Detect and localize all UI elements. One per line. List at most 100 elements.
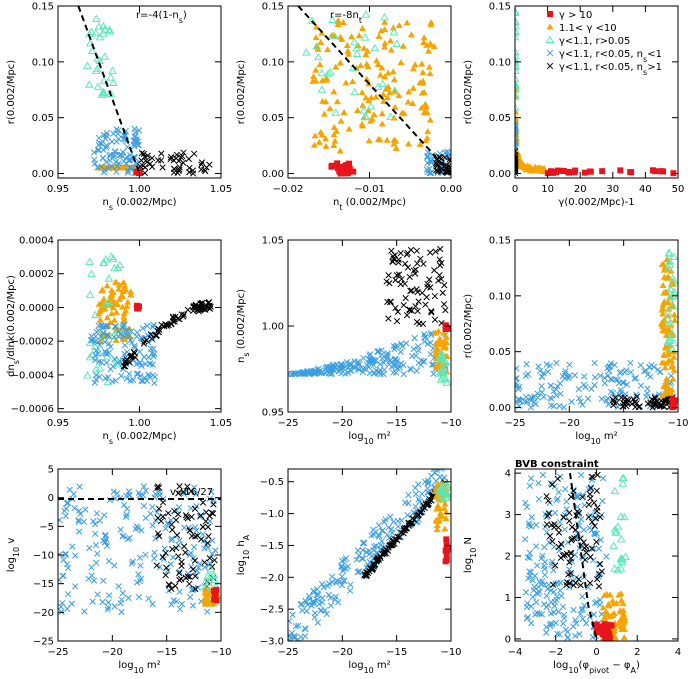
orange-triangle-point bbox=[660, 298, 668, 305]
blue-x-point bbox=[305, 368, 312, 375]
blue-x-point bbox=[571, 372, 579, 379]
black-x-point bbox=[398, 529, 405, 536]
blue-x-point bbox=[164, 519, 171, 527]
blue-x-point bbox=[119, 590, 126, 597]
blue-x-point bbox=[135, 525, 142, 532]
black-x-point bbox=[545, 510, 553, 517]
blue-x-point bbox=[346, 587, 354, 594]
black-x-point bbox=[543, 493, 550, 500]
black-x-point bbox=[413, 512, 421, 520]
black-x-point bbox=[386, 280, 393, 287]
blue-x-point bbox=[526, 554, 533, 562]
orange-triangle-point bbox=[319, 97, 327, 104]
blue-x-point bbox=[436, 469, 444, 472]
blue-x-point bbox=[539, 471, 547, 479]
orange-triangle-point bbox=[373, 57, 381, 64]
red-square-point bbox=[586, 168, 593, 175]
black-x-point bbox=[403, 312, 411, 319]
x-tick-label: −25 bbox=[504, 418, 525, 429]
orange-triangle-point bbox=[661, 344, 669, 351]
x-tick-label: −20 bbox=[332, 418, 353, 429]
orange-triangle-point bbox=[326, 105, 334, 112]
orange-triangle-point bbox=[601, 613, 609, 620]
black-x-point bbox=[410, 267, 418, 274]
dashed-line bbox=[569, 473, 598, 640]
black-x-point bbox=[618, 394, 625, 401]
orange-triangle-point bbox=[671, 316, 678, 323]
black-x-point bbox=[169, 313, 177, 320]
blue-x-point bbox=[297, 601, 305, 608]
panel-2: −0.02 −0.01 0.00 0.00 0.05 0.10 0.15 nt (0.002/… bbox=[236, 2, 462, 212]
blue-x-point bbox=[383, 351, 391, 359]
axes-frame bbox=[514, 239, 679, 413]
annotation-label: r=-4(1-ns) bbox=[136, 10, 187, 25]
black-x-point bbox=[158, 321, 165, 329]
blue-x-point bbox=[407, 365, 414, 372]
black-x-point bbox=[593, 538, 600, 546]
blue-x-point bbox=[98, 359, 105, 366]
orange-triangle-point bbox=[378, 110, 386, 117]
x-tick-label: 0.95 bbox=[47, 418, 69, 429]
black-x-point bbox=[571, 535, 578, 542]
black-x-point bbox=[570, 487, 577, 495]
blue-x-point bbox=[62, 551, 69, 558]
y-tick-label: 0.0004 bbox=[19, 236, 54, 247]
cyan-open_triangle-point bbox=[442, 480, 451, 488]
orange-triangle-point bbox=[97, 305, 105, 312]
y-tick-label: 0.15 bbox=[32, 2, 54, 13]
blue-x-point bbox=[575, 395, 583, 402]
y-tick-label: −3.0 bbox=[260, 637, 284, 648]
cyan-open_triangle-point bbox=[331, 108, 341, 116]
black-x-point bbox=[170, 169, 178, 176]
blue-x-point bbox=[601, 374, 608, 382]
data-points bbox=[83, 14, 213, 177]
blue-x-point bbox=[329, 573, 336, 580]
blue-x-point bbox=[549, 620, 556, 628]
x-axis-label: ns (0.002/Mpc) bbox=[103, 431, 177, 446]
y-axis-label: r(0.002/Mpc) bbox=[463, 294, 474, 358]
orange-triangle-point bbox=[124, 298, 132, 305]
blue-x-point bbox=[135, 593, 143, 601]
y-tick-label: 1.00 bbox=[262, 322, 284, 333]
orange-triangle-point bbox=[330, 141, 338, 148]
orange-triangle-point bbox=[436, 335, 444, 342]
black-x-point bbox=[593, 576, 601, 583]
blue-x-point bbox=[524, 398, 531, 406]
y-axis-label: log10 N bbox=[463, 537, 478, 573]
y-tick-label: 0.05 bbox=[489, 347, 511, 358]
orange-triangle-point bbox=[312, 34, 320, 41]
black-x-point bbox=[433, 156, 440, 163]
blue-x-point bbox=[208, 488, 215, 495]
red-square-point bbox=[329, 162, 336, 169]
black-x-point bbox=[436, 154, 443, 161]
blue-x-point bbox=[314, 369, 321, 376]
blue-x-point bbox=[620, 379, 627, 386]
orange-triangle-point bbox=[311, 132, 319, 139]
data-points bbox=[301, 10, 451, 177]
blue-x-point bbox=[413, 367, 420, 374]
blue-x-point bbox=[398, 517, 405, 524]
blue-x-point bbox=[103, 542, 111, 550]
blue-x-point bbox=[541, 558, 549, 566]
blue-x-point bbox=[533, 599, 540, 606]
blue-x-point bbox=[342, 370, 349, 377]
data-points bbox=[288, 245, 451, 386]
orange-triangle-point bbox=[336, 59, 344, 66]
black-x-point bbox=[426, 249, 434, 256]
blue-x-point bbox=[591, 529, 598, 536]
black-x-point bbox=[414, 260, 421, 267]
black-x-point bbox=[438, 155, 445, 162]
black-x-point bbox=[190, 303, 197, 310]
black-x-point bbox=[204, 523, 212, 531]
blue-x-point bbox=[347, 581, 354, 588]
cyan-open_triangle-point bbox=[103, 352, 112, 360]
blue-x-point bbox=[318, 580, 326, 588]
blue-x-point bbox=[120, 501, 128, 509]
black-x-point bbox=[427, 284, 434, 291]
blue-x-point bbox=[94, 164, 101, 171]
black-x-point bbox=[397, 249, 404, 257]
blue-x-point bbox=[579, 491, 587, 499]
black-x-point bbox=[183, 513, 190, 521]
blue-x-point bbox=[147, 345, 155, 352]
blue-x-point bbox=[124, 143, 131, 151]
